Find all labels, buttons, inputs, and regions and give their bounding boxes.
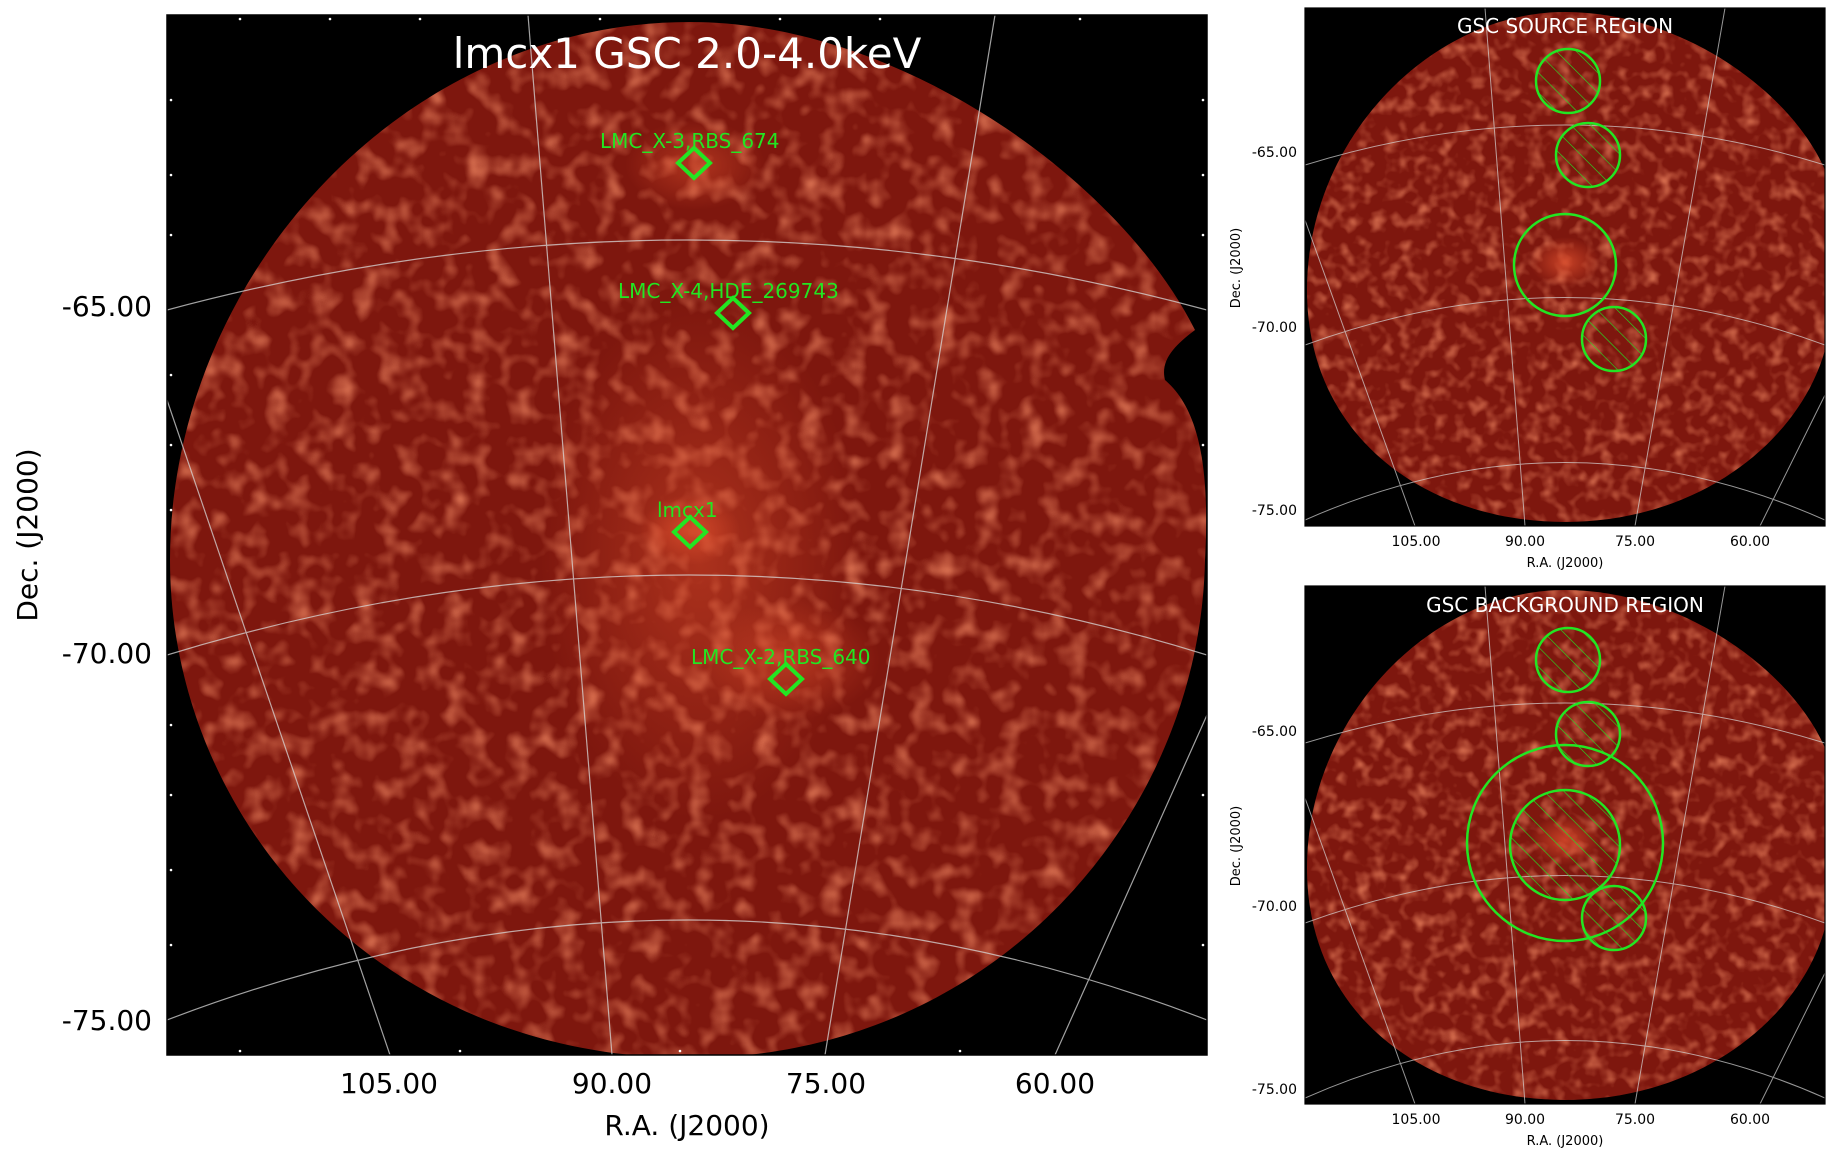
source-x-axis-label: R.A. (J2000): [1527, 556, 1604, 571]
main-x-tick: 60.00: [1015, 1067, 1095, 1100]
source-glow-lmcx1: [1530, 237, 1600, 287]
background-x-tick: 90.00: [1505, 1112, 1545, 1128]
main-glow-lmcx1: [640, 495, 740, 565]
background-x-tick: 60.00: [1730, 1112, 1770, 1128]
source-x-tick: 90.00: [1505, 534, 1545, 550]
main-panel-frame: [166, 14, 1208, 1056]
background-y-tick: -65.00: [1252, 724, 1297, 740]
source-circle-lmcx1: [1512, 212, 1618, 318]
source-y-tick: -75.00: [1252, 503, 1297, 519]
main-y-tick: -75.00: [62, 1004, 152, 1037]
source-marker-lmcx4: [714, 295, 752, 331]
source-marker-lmcx3: [675, 145, 713, 181]
main-x-axis-label: R.A. (J2000): [604, 1109, 769, 1142]
source-label-lmcx1: lmcx1: [657, 498, 718, 522]
main-x-tick: 90.00: [572, 1067, 652, 1100]
background-y-tick: -75.00: [1252, 1082, 1297, 1098]
main-x-tick-labels: 105.00 90.00 75.00 60.00: [340, 1067, 1095, 1100]
background-region-circles: [1465, 626, 1665, 952]
source-marker-lmcx2: [767, 661, 805, 697]
main-x-tick: 105.00: [340, 1067, 438, 1100]
background-x-tick-labels: 105.00 90.00 75.00 60.00: [1392, 1112, 1771, 1128]
source-circle-lmcx3: [1534, 47, 1602, 115]
source-label-lmcx2: LMC_X-2,RBS_640: [691, 645, 871, 669]
background-x-axis-label: R.A. (J2000): [1527, 1134, 1604, 1149]
main-x-tick: 75.00: [786, 1067, 866, 1100]
main-y-tick: -70.00: [62, 637, 152, 670]
background-x-tick: 105.00: [1392, 1112, 1441, 1128]
background-region-panel: GSC BACKGROUND REGION -65.00 -70.00 -75.…: [1229, 585, 1826, 1149]
background-panel-frame: [1304, 585, 1826, 1105]
source-y-tick: -70.00: [1252, 320, 1297, 336]
source-region-circles: [1512, 47, 1648, 373]
main-coordinate-grid: [167, 15, 1207, 1055]
background-y-axis-label: Dec. (J2000): [1229, 806, 1244, 886]
source-circle-lmcx2: [1580, 305, 1648, 373]
source-marker-lmcx1: [671, 514, 709, 550]
background-y-tick: -70.00: [1252, 899, 1297, 915]
background-panel-title: GSC BACKGROUND REGION: [1426, 593, 1704, 617]
source-x-tick-labels: 105.00 90.00 75.00 60.00: [1392, 534, 1771, 550]
background-circle-lmcx4: [1554, 700, 1622, 768]
source-coordinate-grid: [1305, 8, 1825, 526]
main-y-tick-labels: -65.00 -70.00 -75.00: [62, 290, 152, 1037]
source-panel-frame: [1304, 7, 1826, 527]
source-y-tick-labels: -65.00 -70.00 -75.00: [1252, 145, 1297, 519]
source-label-lmcx3: LMC_X-3,RBS_674: [600, 129, 780, 153]
background-coordinate-grid: [1305, 586, 1825, 1104]
main-glow-lmcx2: [700, 600, 880, 720]
background-y-tick-labels: -65.00 -70.00 -75.00: [1252, 724, 1297, 1098]
source-panel-title: GSC SOURCE REGION: [1457, 14, 1673, 38]
source-x-tick: 105.00: [1392, 534, 1441, 550]
main-glow-lmcx3: [625, 120, 765, 210]
source-y-tick: -65.00: [1252, 145, 1297, 161]
main-title: lmcx1 GSC 2.0-4.0keV: [453, 29, 922, 78]
main-y-tick: -65.00: [62, 290, 152, 323]
background-circle-lmcx2: [1580, 884, 1648, 952]
source-region-panel: GSC SOURCE REGION -65.00 -70.00 -75.00 1…: [1229, 7, 1826, 571]
main-panel: lmcx1 GSC 2.0-4.0keV LMC_X-3,RBS_674 LMC…: [11, 14, 1208, 1142]
main-source-markers: [671, 145, 805, 697]
source-circle-lmcx4: [1554, 121, 1622, 189]
source-x-tick: 75.00: [1615, 534, 1655, 550]
background-circle-lmcx3: [1534, 626, 1602, 694]
main-source-labels: LMC_X-3,RBS_674 LMC_X-4,HDE_269743 lmcx1…: [600, 129, 871, 669]
main-y-axis-label: Dec. (J2000): [11, 448, 44, 621]
source-y-axis-label: Dec. (J2000): [1229, 228, 1244, 308]
source-x-tick: 60.00: [1730, 534, 1770, 550]
background-circle-lmcx1: [1508, 788, 1622, 902]
main-frame-ticks: [169, 17, 1205, 1053]
background-x-tick: 75.00: [1615, 1112, 1655, 1128]
source-label-lmcx4: LMC_X-4,HDE_269743: [618, 279, 839, 303]
